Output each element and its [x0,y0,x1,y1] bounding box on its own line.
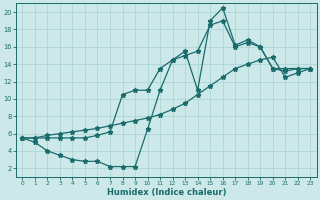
X-axis label: Humidex (Indice chaleur): Humidex (Indice chaleur) [107,188,226,197]
